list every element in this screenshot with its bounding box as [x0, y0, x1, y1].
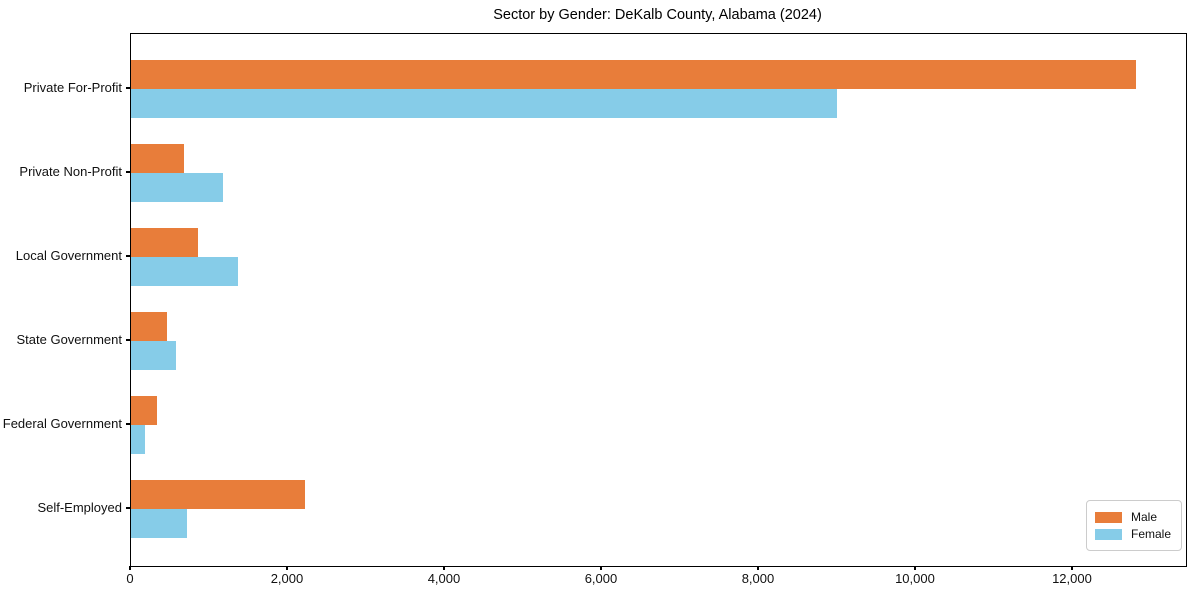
y-tick-label-private-for-profit: Private For-Profit [23, 80, 122, 95]
bar-female-private-for-profit [131, 89, 838, 118]
bar-female-local-government [131, 257, 238, 286]
legend: Male Female [1085, 500, 1182, 551]
x-tick-label-6000: 6,000 [584, 571, 618, 586]
x-tick-label-4000: 4,000 [427, 571, 461, 586]
plot-area [130, 33, 1187, 567]
x-tick-mark [443, 566, 445, 571]
y-tick-label-state-government: State Government [16, 332, 123, 347]
x-tick-mark [914, 566, 916, 571]
x-tick-mark [1071, 566, 1073, 571]
x-tick-mark [129, 566, 131, 571]
bar-female-self-employed [131, 509, 187, 538]
x-tick-label-12000: 12,000 [1052, 571, 1092, 586]
bar-male-federal-government [131, 396, 157, 425]
legend-label-male: Male [1130, 510, 1157, 524]
bar-female-federal-government [131, 425, 145, 454]
legend-item-female: Female [1094, 527, 1171, 541]
x-tick-label-8000: 8,000 [741, 571, 775, 586]
bar-female-state-government [131, 341, 176, 370]
bar-male-self-employed [131, 480, 306, 509]
bar-male-private-for-profit [131, 60, 1136, 89]
x-tick-mark [286, 566, 288, 571]
y-tick-label-self-employed: Self-Employed [37, 500, 122, 515]
chart-title: Sector by Gender: DeKalb County, Alabama… [493, 7, 822, 23]
y-tick-label-local-government: Local Government [15, 248, 122, 263]
x-tick-label-2000: 2,000 [270, 571, 304, 586]
x-tick-label-10000: 10,000 [895, 571, 935, 586]
x-tick-mark [757, 566, 759, 571]
y-tick-mark [126, 255, 130, 257]
y-tick-mark [126, 171, 130, 173]
bar-male-state-government [131, 312, 168, 341]
bar-male-local-government [131, 228, 198, 257]
legend-swatch-male-icon [1094, 511, 1122, 523]
legend-item-male: Male [1094, 510, 1171, 524]
y-tick-mark [126, 423, 130, 425]
x-tick-mark [600, 566, 602, 571]
bar-male-private-non-profit [131, 144, 184, 173]
bar-female-private-non-profit [131, 173, 223, 202]
y-tick-mark [126, 87, 130, 89]
y-tick-mark [126, 339, 130, 341]
legend-label-female: Female [1130, 527, 1171, 541]
y-tick-mark [126, 507, 130, 509]
y-tick-label-federal-government: Federal Government [2, 416, 122, 431]
x-tick-label-0: 0 [126, 571, 134, 586]
legend-swatch-female-icon [1094, 528, 1122, 540]
y-tick-label-private-non-profit: Private Non-Profit [19, 164, 122, 179]
